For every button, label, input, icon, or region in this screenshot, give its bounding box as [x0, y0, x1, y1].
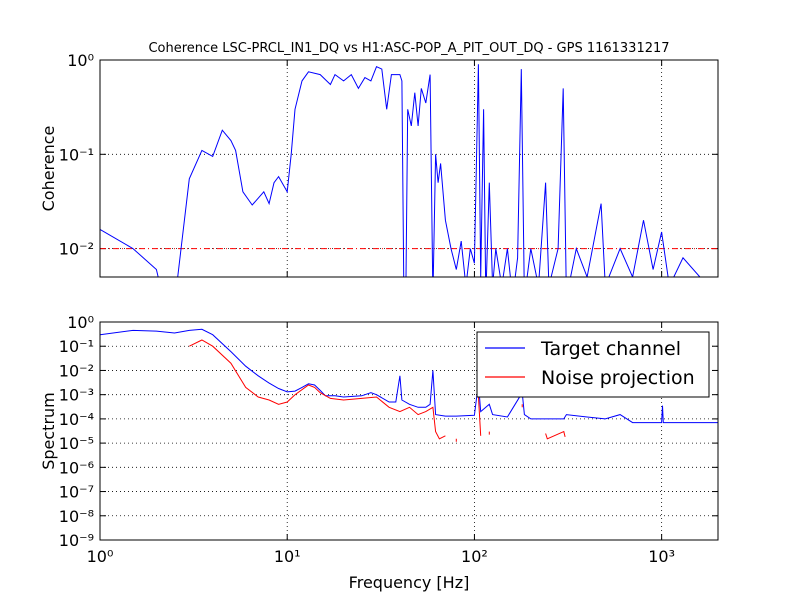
- y-tick-label: 10⁰: [67, 313, 94, 332]
- y-tick-label: 10⁰: [67, 51, 94, 70]
- y-axis-label: Coherence: [39, 126, 58, 212]
- plot-series: [100, 328, 718, 442]
- y-axis-label: Spectrum: [39, 392, 58, 470]
- chart-title: Coherence LSC-PRCL_IN1_DQ vs H1:ASC-POP_…: [148, 41, 669, 56]
- y-tick-label: 10⁻⁴: [59, 410, 94, 429]
- plot-series: [100, 64, 718, 277]
- y-tick-label: 10⁻⁸: [59, 507, 94, 526]
- plot-frame: [99, 59, 719, 278]
- x-tick-label: 10²: [461, 547, 488, 566]
- y-tick-label: 10⁻²: [59, 240, 94, 259]
- x-axis-label: Frequency [Hz]: [349, 573, 470, 592]
- legend-label: Target channel: [540, 338, 681, 360]
- y-tick-label: 10⁻¹: [59, 337, 94, 356]
- x-tick-label: 10⁰: [87, 547, 114, 566]
- y-tick-label: 10⁻⁷: [59, 483, 94, 502]
- y-tick-label: 10⁻²: [59, 361, 94, 380]
- legend-label: Noise projection: [541, 367, 695, 389]
- y-tick-label: 10⁻⁶: [59, 458, 94, 477]
- data-line: [100, 328, 718, 424]
- data-line: [100, 64, 702, 277]
- x-tick-label: 10¹: [274, 547, 301, 566]
- y-tick-label: 10⁻⁵: [59, 434, 94, 453]
- data-line: [189, 339, 566, 442]
- y-tick-label: 10⁻³: [59, 386, 94, 405]
- plot-area: [100, 60, 718, 277]
- x-tick-label: 10³: [648, 547, 675, 566]
- y-tick-label: 10⁻¹: [59, 145, 94, 164]
- legend-box: [476, 331, 710, 398]
- plot-frame: [99, 321, 719, 541]
- y-tick-label: 10⁻⁹: [59, 531, 94, 550]
